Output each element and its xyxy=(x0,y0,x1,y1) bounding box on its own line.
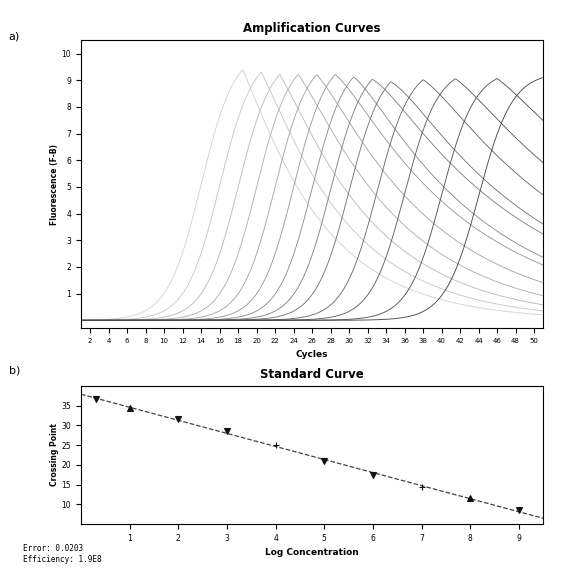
X-axis label: Log Concentration: Log Concentration xyxy=(265,548,359,558)
Y-axis label: Fluorescence (F-B): Fluorescence (F-B) xyxy=(50,144,59,225)
Y-axis label: Crossing Point: Crossing Point xyxy=(50,423,59,487)
Text: a): a) xyxy=(9,32,20,41)
Text: Error: 0.0203
Efficiency: 1.9E8: Error: 0.0203 Efficiency: 1.9E8 xyxy=(23,544,102,564)
Title: Amplification Curves: Amplification Curves xyxy=(243,22,381,35)
Title: Standard Curve: Standard Curve xyxy=(260,367,364,381)
Text: b): b) xyxy=(9,366,20,376)
X-axis label: Cycles: Cycles xyxy=(296,350,328,359)
